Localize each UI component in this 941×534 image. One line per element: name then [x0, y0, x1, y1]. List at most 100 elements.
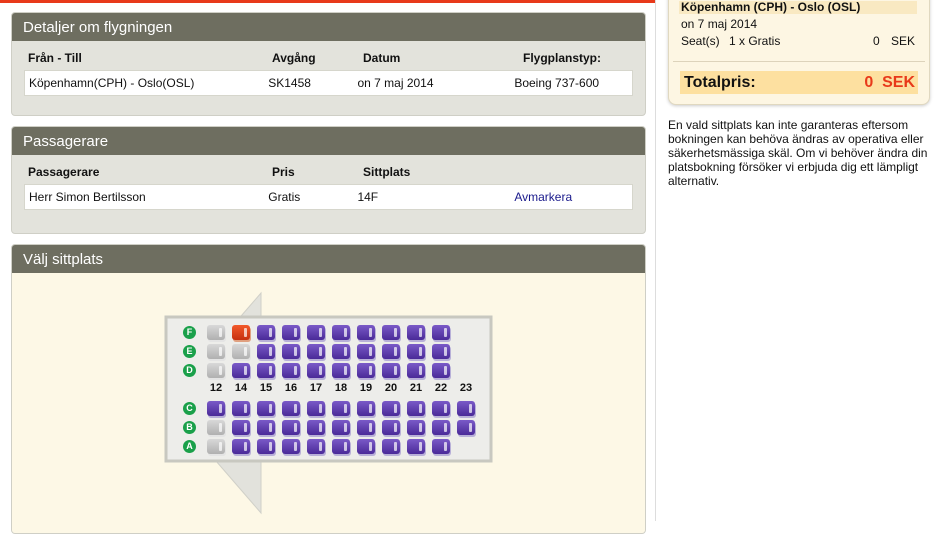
seat-20D[interactable]	[382, 363, 400, 378]
seat-16A[interactable]	[282, 439, 300, 454]
flight-details-panel: Detaljer om flygningen Från - Till Avgån…	[11, 12, 646, 116]
seat-20C[interactable]	[382, 401, 400, 416]
seat-16E[interactable]	[282, 344, 300, 359]
seat-15B[interactable]	[257, 420, 275, 435]
seat-17F[interactable]	[307, 325, 325, 340]
seat-15A[interactable]	[257, 439, 275, 454]
seat-18A[interactable]	[332, 439, 350, 454]
seat-17A[interactable]	[307, 439, 325, 454]
seat-15E[interactable]	[257, 344, 275, 359]
seat-selection-panel: Välj sittplats F E D 12 14 15 16 17 18 19 20 21 22 23…	[11, 244, 646, 534]
seat-17E[interactable]	[307, 344, 325, 359]
seat-22C[interactable]	[432, 401, 450, 416]
column-label-15: 15	[259, 382, 273, 394]
seat-23B[interactable]	[457, 420, 475, 435]
seat-17B[interactable]	[307, 420, 325, 435]
summary-date: on 7 maj 2014	[681, 17, 758, 31]
seat-21F[interactable]	[407, 325, 425, 340]
total-label: Totalpris:	[684, 73, 756, 91]
seat-19F[interactable]	[357, 325, 375, 340]
seat-14C[interactable]	[232, 401, 250, 416]
seat-20B[interactable]	[382, 420, 400, 435]
seat-22F[interactable]	[432, 325, 450, 340]
passenger-name: Herr Simon Bertilsson	[29, 190, 146, 204]
total-price-bar: Totalpris: 0 SEK	[680, 71, 918, 94]
seat-16C[interactable]	[282, 401, 300, 416]
column-label-19: 19	[359, 382, 373, 394]
seat-15D[interactable]	[257, 363, 275, 378]
deselect-link[interactable]: Avmarkera	[514, 190, 573, 204]
seat-price: 0	[872, 34, 880, 48]
seat-19C[interactable]	[357, 401, 375, 416]
col-price: Pris	[272, 165, 295, 179]
seat: 14F	[357, 190, 379, 204]
seat-22B[interactable]	[432, 420, 450, 435]
seat-15F[interactable]	[257, 325, 275, 340]
seat-17D[interactable]	[307, 363, 325, 378]
seat-16D[interactable]	[282, 363, 300, 378]
seat-16B[interactable]	[282, 420, 300, 435]
table-header: Från - Till Avgång Datum Flygplanstyp:	[12, 41, 645, 70]
seat-15C[interactable]	[257, 401, 275, 416]
row-label-B: B	[183, 421, 196, 434]
seat-19D[interactable]	[357, 363, 375, 378]
row-label-A: A	[183, 440, 196, 453]
seat-12C[interactable]	[207, 401, 225, 416]
seat-14B[interactable]	[232, 420, 250, 435]
col-aircraft: Flygplanstyp:	[523, 51, 602, 65]
seat-21A[interactable]	[407, 439, 425, 454]
seat-18D[interactable]	[332, 363, 350, 378]
aircraft: Boeing 737-600	[514, 76, 600, 90]
seat-18F[interactable]	[332, 325, 350, 340]
column-label-23: 23	[459, 382, 473, 394]
seat-20A[interactable]	[382, 439, 400, 454]
column-label-20: 20	[384, 382, 398, 394]
route: Köpenhamn(CPH) - Oslo(OSL)	[29, 76, 195, 90]
seat-20F[interactable]	[382, 325, 400, 340]
summary-seat-line: Seat(s) 1 x Gratis 0 SEK	[669, 31, 929, 48]
panel-title: Passagerare	[12, 127, 645, 155]
column-label-18: 18	[334, 382, 348, 394]
column-label-16: 16	[284, 382, 298, 394]
seat-21E[interactable]	[407, 344, 425, 359]
aircraft-outline	[164, 291, 493, 515]
seat-12B	[207, 420, 225, 435]
total-value: 0 SEK	[864, 73, 915, 91]
seat-19B[interactable]	[357, 420, 375, 435]
seat-21C[interactable]	[407, 401, 425, 416]
table-header: Passagerare Pris Sittplats	[12, 155, 645, 184]
seat-22A[interactable]	[432, 439, 450, 454]
seat-21B[interactable]	[407, 420, 425, 435]
seat-14D[interactable]	[232, 363, 250, 378]
row-label-D: D	[183, 364, 196, 377]
seat-16F[interactable]	[282, 325, 300, 340]
seat-12E	[207, 344, 225, 359]
seat-14F[interactable]	[232, 325, 250, 340]
seat-17C[interactable]	[307, 401, 325, 416]
seat-18E[interactable]	[332, 344, 350, 359]
column-label-21: 21	[409, 382, 423, 394]
seat-disclaimer: En vald sittplats kan inte garanteras ef…	[668, 118, 928, 188]
seat-19A[interactable]	[357, 439, 375, 454]
column-label-12: 12	[209, 382, 223, 394]
seat-22E[interactable]	[432, 344, 450, 359]
seat-map: F E D 12 14 15 16 17 18 19 20 21 22 23 C B A	[12, 273, 645, 533]
seat-18C[interactable]	[332, 401, 350, 416]
seat-19E[interactable]	[357, 344, 375, 359]
flight-number: SK1458	[268, 76, 311, 90]
passengers-panel: Passagerare Passagerare Pris Sittplats H…	[11, 126, 646, 234]
col-date: Datum	[363, 51, 401, 65]
seat-20E[interactable]	[382, 344, 400, 359]
seat-12D	[207, 363, 225, 378]
seat-21D[interactable]	[407, 363, 425, 378]
table-row: Köpenhamn(CPH) - Oslo(OSL) SK1458 on 7 m…	[24, 70, 633, 96]
summary-route: Köpenhamn (CPH) - Oslo (OSL)	[679, 1, 917, 14]
panel-title: Detaljer om flygningen	[12, 13, 645, 41]
seat-12A	[207, 439, 225, 454]
seat-23C[interactable]	[457, 401, 475, 416]
seat-18B[interactable]	[332, 420, 350, 435]
column-label-14: 14	[234, 382, 248, 394]
seat-22D[interactable]	[432, 363, 450, 378]
price-summary: Köpenhamn (CPH) - Oslo (OSL) on 7 maj 20…	[668, 0, 930, 105]
seat-14A[interactable]	[232, 439, 250, 454]
